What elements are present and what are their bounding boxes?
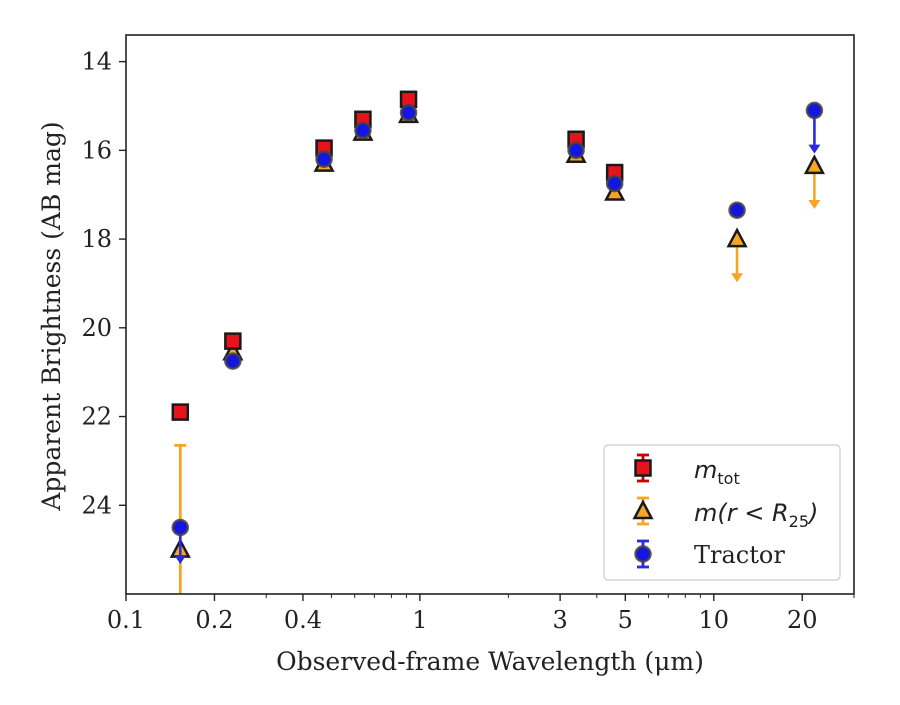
- legend-markers: [632, 453, 654, 569]
- x-tick-label: 20: [787, 606, 818, 634]
- x-tick-label: 3: [552, 606, 567, 634]
- y-tick-label: 18: [81, 225, 112, 253]
- y-tick-label: 20: [81, 314, 112, 342]
- circle-point: [728, 201, 746, 219]
- x-tick-label: 5: [618, 606, 633, 634]
- triangle-point: [726, 227, 748, 248]
- x-tick-label: 0.2: [195, 606, 233, 634]
- circle-point: [315, 150, 333, 168]
- legend-frame: [603, 444, 841, 581]
- triangle-point: [803, 154, 825, 175]
- legend-circle-marker: [634, 545, 652, 563]
- legend-square-marker: [634, 459, 652, 477]
- data-points: [169, 90, 825, 594]
- legend-label-mtot: mtot: [694, 456, 740, 488]
- circle-point: [171, 518, 190, 537]
- legend-triangle-marker: [632, 499, 654, 520]
- circle-point: [567, 141, 585, 160]
- axis-ticks: 0.1 0.2 0.4 1 3 5 10 20 14 16 18 20 22 24: [81, 48, 855, 634]
- circle-point: [224, 352, 242, 370]
- y-tick-label: 16: [81, 136, 112, 164]
- circle-limit-arrow-head: [808, 144, 821, 154]
- triangle-limit-arrow-head: [808, 200, 821, 210]
- plot-frame: [125, 34, 855, 595]
- y-axis-label: Apparent Brightness (AB mag): [37, 121, 66, 511]
- x-tick-label: 0.4: [284, 606, 322, 634]
- x-tick-label: 1: [412, 606, 427, 634]
- circle-point: [605, 174, 624, 193]
- circle-point: [354, 121, 372, 140]
- y-tick-label: 14: [81, 48, 112, 76]
- x-tick-label: 10: [699, 606, 730, 634]
- x-axis-label: Observed-frame Wavelength (μm): [276, 647, 704, 676]
- legend-label-tractor: Tractor: [694, 541, 785, 569]
- circle-point: [399, 103, 418, 122]
- circle-point: [805, 101, 824, 120]
- y-tick-label: 22: [81, 403, 112, 431]
- circle-limit-arrow-head: [174, 554, 187, 564]
- y-tick-label: 24: [81, 491, 112, 519]
- triangle-limit-arrow-head: [731, 273, 744, 283]
- legend: mtot m(r < R25) Tractor: [603, 444, 841, 581]
- square-point: [171, 403, 190, 421]
- legend-label-m-r25: m(r < R25): [694, 499, 818, 531]
- x-tick-label: 0.1: [107, 606, 145, 634]
- square-point: [224, 332, 242, 350]
